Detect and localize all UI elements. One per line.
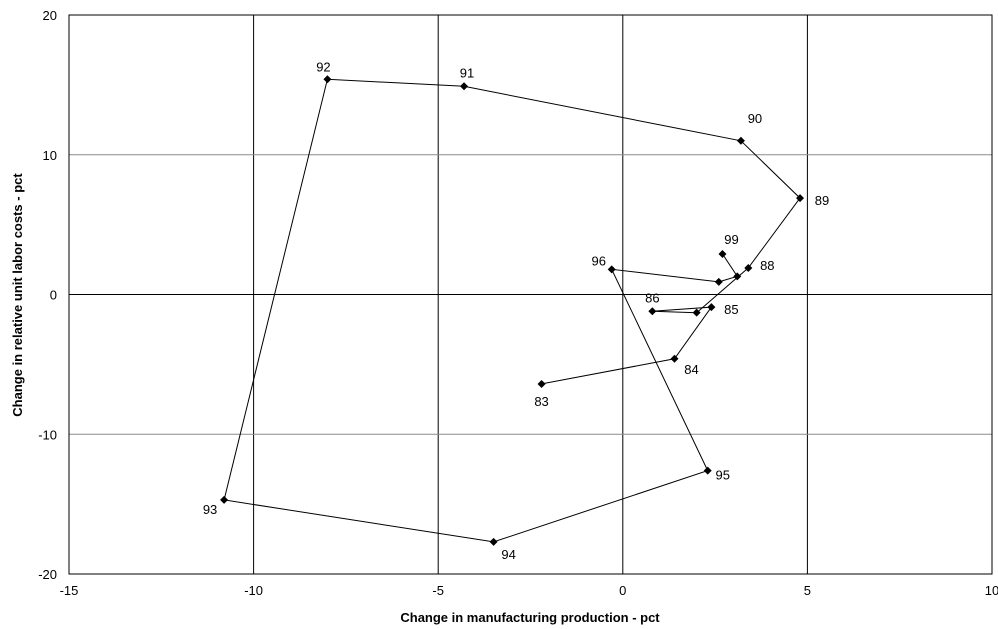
y-tick-label: -20 [38,567,57,582]
point-labels: 83 84 85 86 88 89 90 91 92 93 94 95 96 99 [203,59,829,562]
data-point-marker [703,466,712,475]
data-point-marker [733,272,742,281]
point-label: 85 [724,302,738,317]
point-label: 89 [815,193,829,208]
data-point-marker [460,82,469,91]
x-tick-label: 10 [985,583,998,598]
x-tick-label: -5 [432,583,444,598]
data-point-marker [744,263,753,272]
x-tick-label: -10 [244,583,263,598]
data-point-marker [537,379,546,388]
point-label: 91 [460,65,474,80]
point-label: 99 [724,232,738,247]
y-tick-label: 10 [43,148,57,163]
point-label: 90 [748,111,762,126]
y-tick-labels: -20 -10 0 10 20 [38,8,57,582]
series-line [223,78,801,543]
y-tick-label: 0 [50,288,57,303]
data-point-marker [718,249,727,258]
x-tick-labels: -15 -10 -5 0 5 10 [60,583,998,598]
point-label: 92 [316,59,330,74]
point-label: 84 [684,362,698,377]
data-point-marker [736,136,745,145]
x-tick-label: 5 [804,583,811,598]
x-tick-label: -15 [60,583,79,598]
data-point-marker [323,75,332,84]
data-point-marker [796,194,805,203]
data-point-marker [670,354,679,363]
x-axis-title: Change in manufacturing production - pct [400,610,660,625]
x-tick-label: 0 [619,583,626,598]
point-label: 88 [760,258,774,273]
point-label: 83 [534,394,548,409]
grid-lines [69,15,992,574]
point-label: 86 [645,290,659,305]
data-points [220,75,805,546]
data-point-marker [648,307,657,316]
point-label: 96 [591,253,605,268]
y-tick-label: -10 [38,427,57,442]
point-label: 95 [715,468,729,483]
point-label: 93 [203,502,217,517]
data-point-marker [707,303,716,312]
y-axis-title: Change in relative unit labor costs - pc… [10,173,25,417]
data-point-marker [692,308,701,317]
plot-area-border [68,14,993,575]
data-point-marker [607,265,616,274]
y-tick-label: 20 [43,8,57,23]
data-point-marker [489,537,498,546]
data-point-marker [714,277,723,286]
data-point-marker [220,495,229,504]
point-label: 94 [501,547,515,562]
